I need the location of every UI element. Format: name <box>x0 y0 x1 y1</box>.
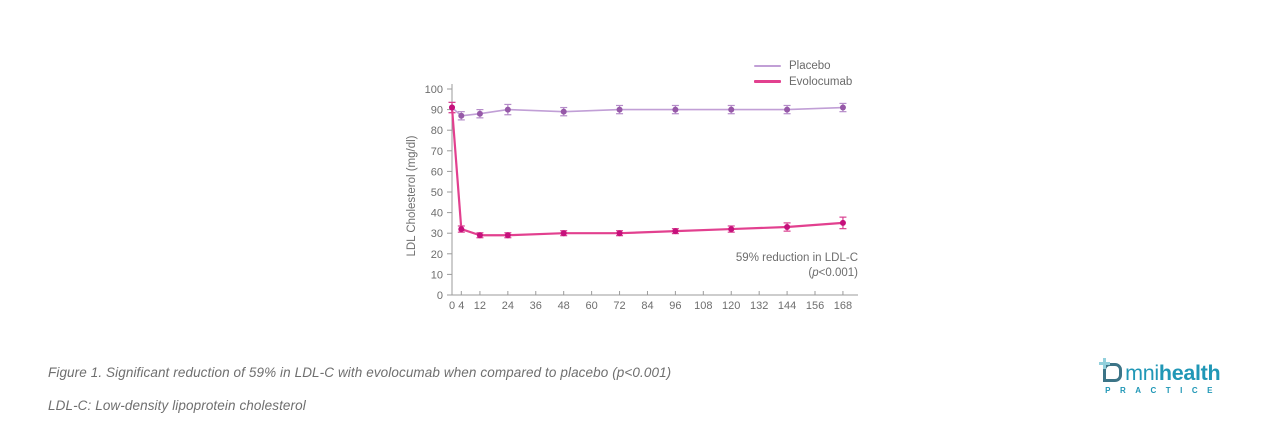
reduction-annotation: 59% reduction in LDL-C (p<0.001) <box>736 251 858 281</box>
x-tick-label: 60 <box>585 300 597 312</box>
evolocumab-marker <box>458 226 465 233</box>
annotation-pvalue: <0.001) <box>818 267 858 279</box>
x-tick-label: 0 <box>449 300 455 312</box>
x-tick-label: 12 <box>474 300 486 312</box>
placebo-marker <box>672 106 679 113</box>
placebo-marker <box>728 106 735 113</box>
x-tick-label: 72 <box>613 300 625 312</box>
y-tick-label: 70 <box>431 146 443 158</box>
x-tick-label: 36 <box>530 300 542 312</box>
placebo-line <box>451 106 843 117</box>
logo-wordmark-row: mnihealth <box>1096 356 1222 385</box>
x-tick-label: 48 <box>558 300 570 312</box>
y-tick-label: 30 <box>431 228 443 240</box>
x-tick-label: 4 <box>458 300 464 312</box>
y-tick-label: 50 <box>431 187 443 199</box>
x-tick-label: 144 <box>778 300 796 312</box>
annotation-p-italic: p <box>812 267 819 279</box>
placebo-marker <box>504 106 511 113</box>
y-tick-label: 40 <box>431 208 443 220</box>
y-tick-label: 0 <box>437 290 443 302</box>
figure-caption: Figure 1. Significant reduction of 59% i… <box>48 365 672 380</box>
logo-brand-bold: health <box>1158 361 1221 385</box>
logo-subtitle: PRACTICE <box>1105 386 1222 395</box>
logo-wordmark: mnihealth <box>1125 361 1221 385</box>
omnihealth-practice-logo: mnihealth PRACTICE <box>1096 356 1222 395</box>
evolocumab-marker <box>728 226 735 233</box>
placebo-marker <box>560 108 567 115</box>
annotation-paren-open: ( <box>808 267 813 279</box>
placebo-marker <box>784 106 791 113</box>
evolocumab-marker <box>560 230 567 237</box>
y-tick-label: 80 <box>431 125 443 137</box>
legend-item-placebo: Placebo <box>754 59 852 72</box>
evolocumab-marker <box>616 230 623 237</box>
legend-item-evolocumab: Evolocumab <box>754 75 852 88</box>
placebo-marker <box>616 106 623 113</box>
x-tick-label: 84 <box>641 300 653 312</box>
placebo-line-swatch <box>754 64 781 67</box>
x-tick-label: 96 <box>669 300 681 312</box>
x-tick-label: 24 <box>502 300 514 312</box>
evolocumab-marker <box>672 228 679 235</box>
abbreviation-footnote: LDL-C: Low-density lipoprotein cholester… <box>48 398 306 413</box>
annotation-line2: (p<0.001) <box>736 266 858 281</box>
y-tick-label: 60 <box>431 166 443 178</box>
omnihealth-logo-icon <box>1099 358 1123 382</box>
evolocumab-marker <box>784 224 791 231</box>
plus-icon <box>1099 358 1111 369</box>
x-tick-label: 132 <box>750 300 768 312</box>
y-tick-label: 20 <box>431 249 443 261</box>
y-axis-title: LDL Cholesterol (mg/dl) <box>406 135 418 256</box>
evolocumab-marker <box>504 232 511 239</box>
evolocumab-line <box>450 107 844 237</box>
x-tick-label: 120 <box>722 300 740 312</box>
evolocumab-marker <box>476 232 483 239</box>
x-tick-label: 168 <box>834 300 852 312</box>
annotation-line1: 59% reduction in LDL-C <box>735 252 858 264</box>
y-tick-label: 100 <box>425 84 443 96</box>
y-tick-label: 10 <box>431 269 443 281</box>
placebo-marker <box>476 110 483 117</box>
logo-brand-light: mni <box>1125 361 1159 385</box>
evolocumab-marker <box>449 104 455 111</box>
x-tick-label: 156 <box>806 300 824 312</box>
chart-legend: Placebo Evolocumab <box>754 59 852 91</box>
placebo-marker <box>839 104 846 111</box>
legend-label-placebo: Placebo <box>789 59 831 72</box>
evolocumab-line-swatch <box>754 80 781 83</box>
x-tick-label: 108 <box>694 300 712 312</box>
evolocumab-marker <box>839 219 846 226</box>
placebo-marker <box>458 112 465 119</box>
legend-label-evolocumab: Evolocumab <box>789 75 853 88</box>
y-tick-label: 90 <box>431 105 443 117</box>
